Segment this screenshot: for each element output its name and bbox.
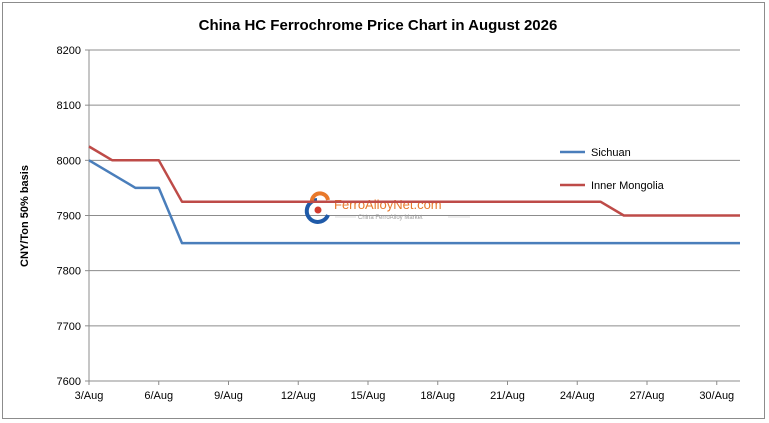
gridlines (89, 49, 740, 327)
y-tick-label: 8200 (57, 45, 81, 57)
legend-label: Inner Mongolia (591, 180, 665, 192)
x-tick-label: 27/Aug (630, 390, 665, 402)
x-tick-label: 30/Aug (699, 390, 734, 402)
y-tick-label: 7600 (57, 376, 81, 388)
series-lines (88, 145, 740, 245)
series-line-0 (88, 159, 740, 245)
x-tick-label: 15/Aug (351, 390, 386, 402)
chart-title: China HC Ferrochrome Price Chart in Augu… (199, 17, 558, 34)
y-tick-label: 7900 (57, 211, 81, 223)
legend-label: Sichuan (591, 147, 631, 159)
watermark-logo (304, 191, 330, 224)
x-tick-label: 12/Aug (281, 390, 316, 402)
chart-frame (2, 2, 765, 419)
x-tick-label: 3/Aug (75, 390, 104, 402)
x-tick-label: 24/Aug (560, 390, 595, 402)
x-tick-label: 9/Aug (214, 390, 243, 402)
y-tick-label: 7800 (57, 266, 81, 278)
y-tick-label: 8100 (57, 100, 81, 112)
x-tick-label: 6/Aug (144, 390, 173, 402)
watermark-tagline: China FerroAlloy Market (358, 215, 423, 221)
series-line-1 (88, 145, 740, 217)
x-axis-ticks: 3/Aug 6/Aug 9/Aug 12/Aug 15/Aug 18/Aug 21/Aug 2… (75, 381, 734, 402)
legend: Sichuan Inner Mongolia (560, 147, 665, 192)
x-tick-label: 21/Aug (490, 390, 525, 402)
watermark: FerroAlloyNet.com China FerroAlloy Marke… (304, 191, 470, 224)
y-axis-label: CNY/Ton 50% basis (19, 165, 31, 267)
y-tick-label: 7700 (57, 321, 81, 333)
y-tick-label: 8000 (57, 155, 81, 167)
y-axis-ticks: 7600 7700 7800 7900 8000 8100 8200 (57, 45, 89, 388)
watermark-brand: FerroAlloyNet.com (334, 197, 442, 212)
x-tick-label: 18/Aug (420, 390, 455, 402)
